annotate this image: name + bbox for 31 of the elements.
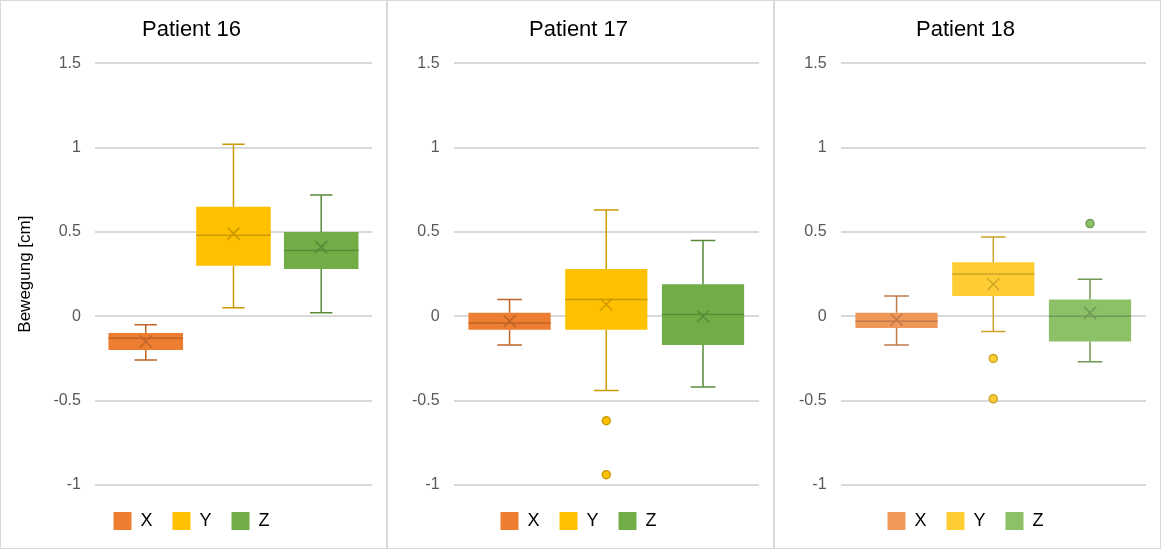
legend-label: Y bbox=[199, 509, 212, 530]
y-axis-title: Bewegung [cm] bbox=[14, 215, 34, 333]
legend-label: X bbox=[140, 509, 153, 530]
legend-label: X bbox=[527, 509, 540, 530]
y-tick-label: 0.5 bbox=[804, 222, 827, 240]
legend-label: Y bbox=[973, 509, 986, 530]
chart-title: Patient 18 bbox=[915, 16, 1016, 42]
y-tick-label: 1.5 bbox=[58, 53, 82, 71]
y-tick-label: -1 bbox=[425, 475, 440, 493]
y-tick-label: -1 bbox=[66, 475, 82, 493]
y-tick-label: -0.5 bbox=[53, 390, 82, 408]
y-tick-label: -0.5 bbox=[411, 390, 440, 408]
y-tick-label: 1.5 bbox=[417, 53, 440, 71]
legend-label: Z bbox=[1032, 509, 1044, 530]
y-tick-label: 0.5 bbox=[417, 222, 440, 240]
y-tick-label: 1.5 bbox=[804, 53, 827, 71]
y-tick-label: 0 bbox=[430, 306, 440, 324]
legend-label: Y bbox=[586, 509, 599, 530]
y-tick-label: 1 bbox=[72, 138, 82, 156]
y-tick-label: 0 bbox=[817, 306, 827, 324]
chart-title: Patient 16 bbox=[141, 16, 242, 42]
chart-title: Patient 17 bbox=[528, 16, 629, 42]
legend-label: Z bbox=[645, 509, 657, 530]
legend-label: Z bbox=[258, 509, 270, 530]
y-tick-label: 0.5 bbox=[58, 222, 82, 240]
y-tick-label: 1 bbox=[817, 138, 827, 156]
legend-label: X bbox=[914, 509, 927, 530]
y-tick-label: -0.5 bbox=[798, 390, 827, 408]
y-tick-label: -1 bbox=[812, 475, 827, 493]
y-tick-label: 1 bbox=[430, 138, 440, 156]
y-tick-label: 0 bbox=[72, 306, 82, 324]
